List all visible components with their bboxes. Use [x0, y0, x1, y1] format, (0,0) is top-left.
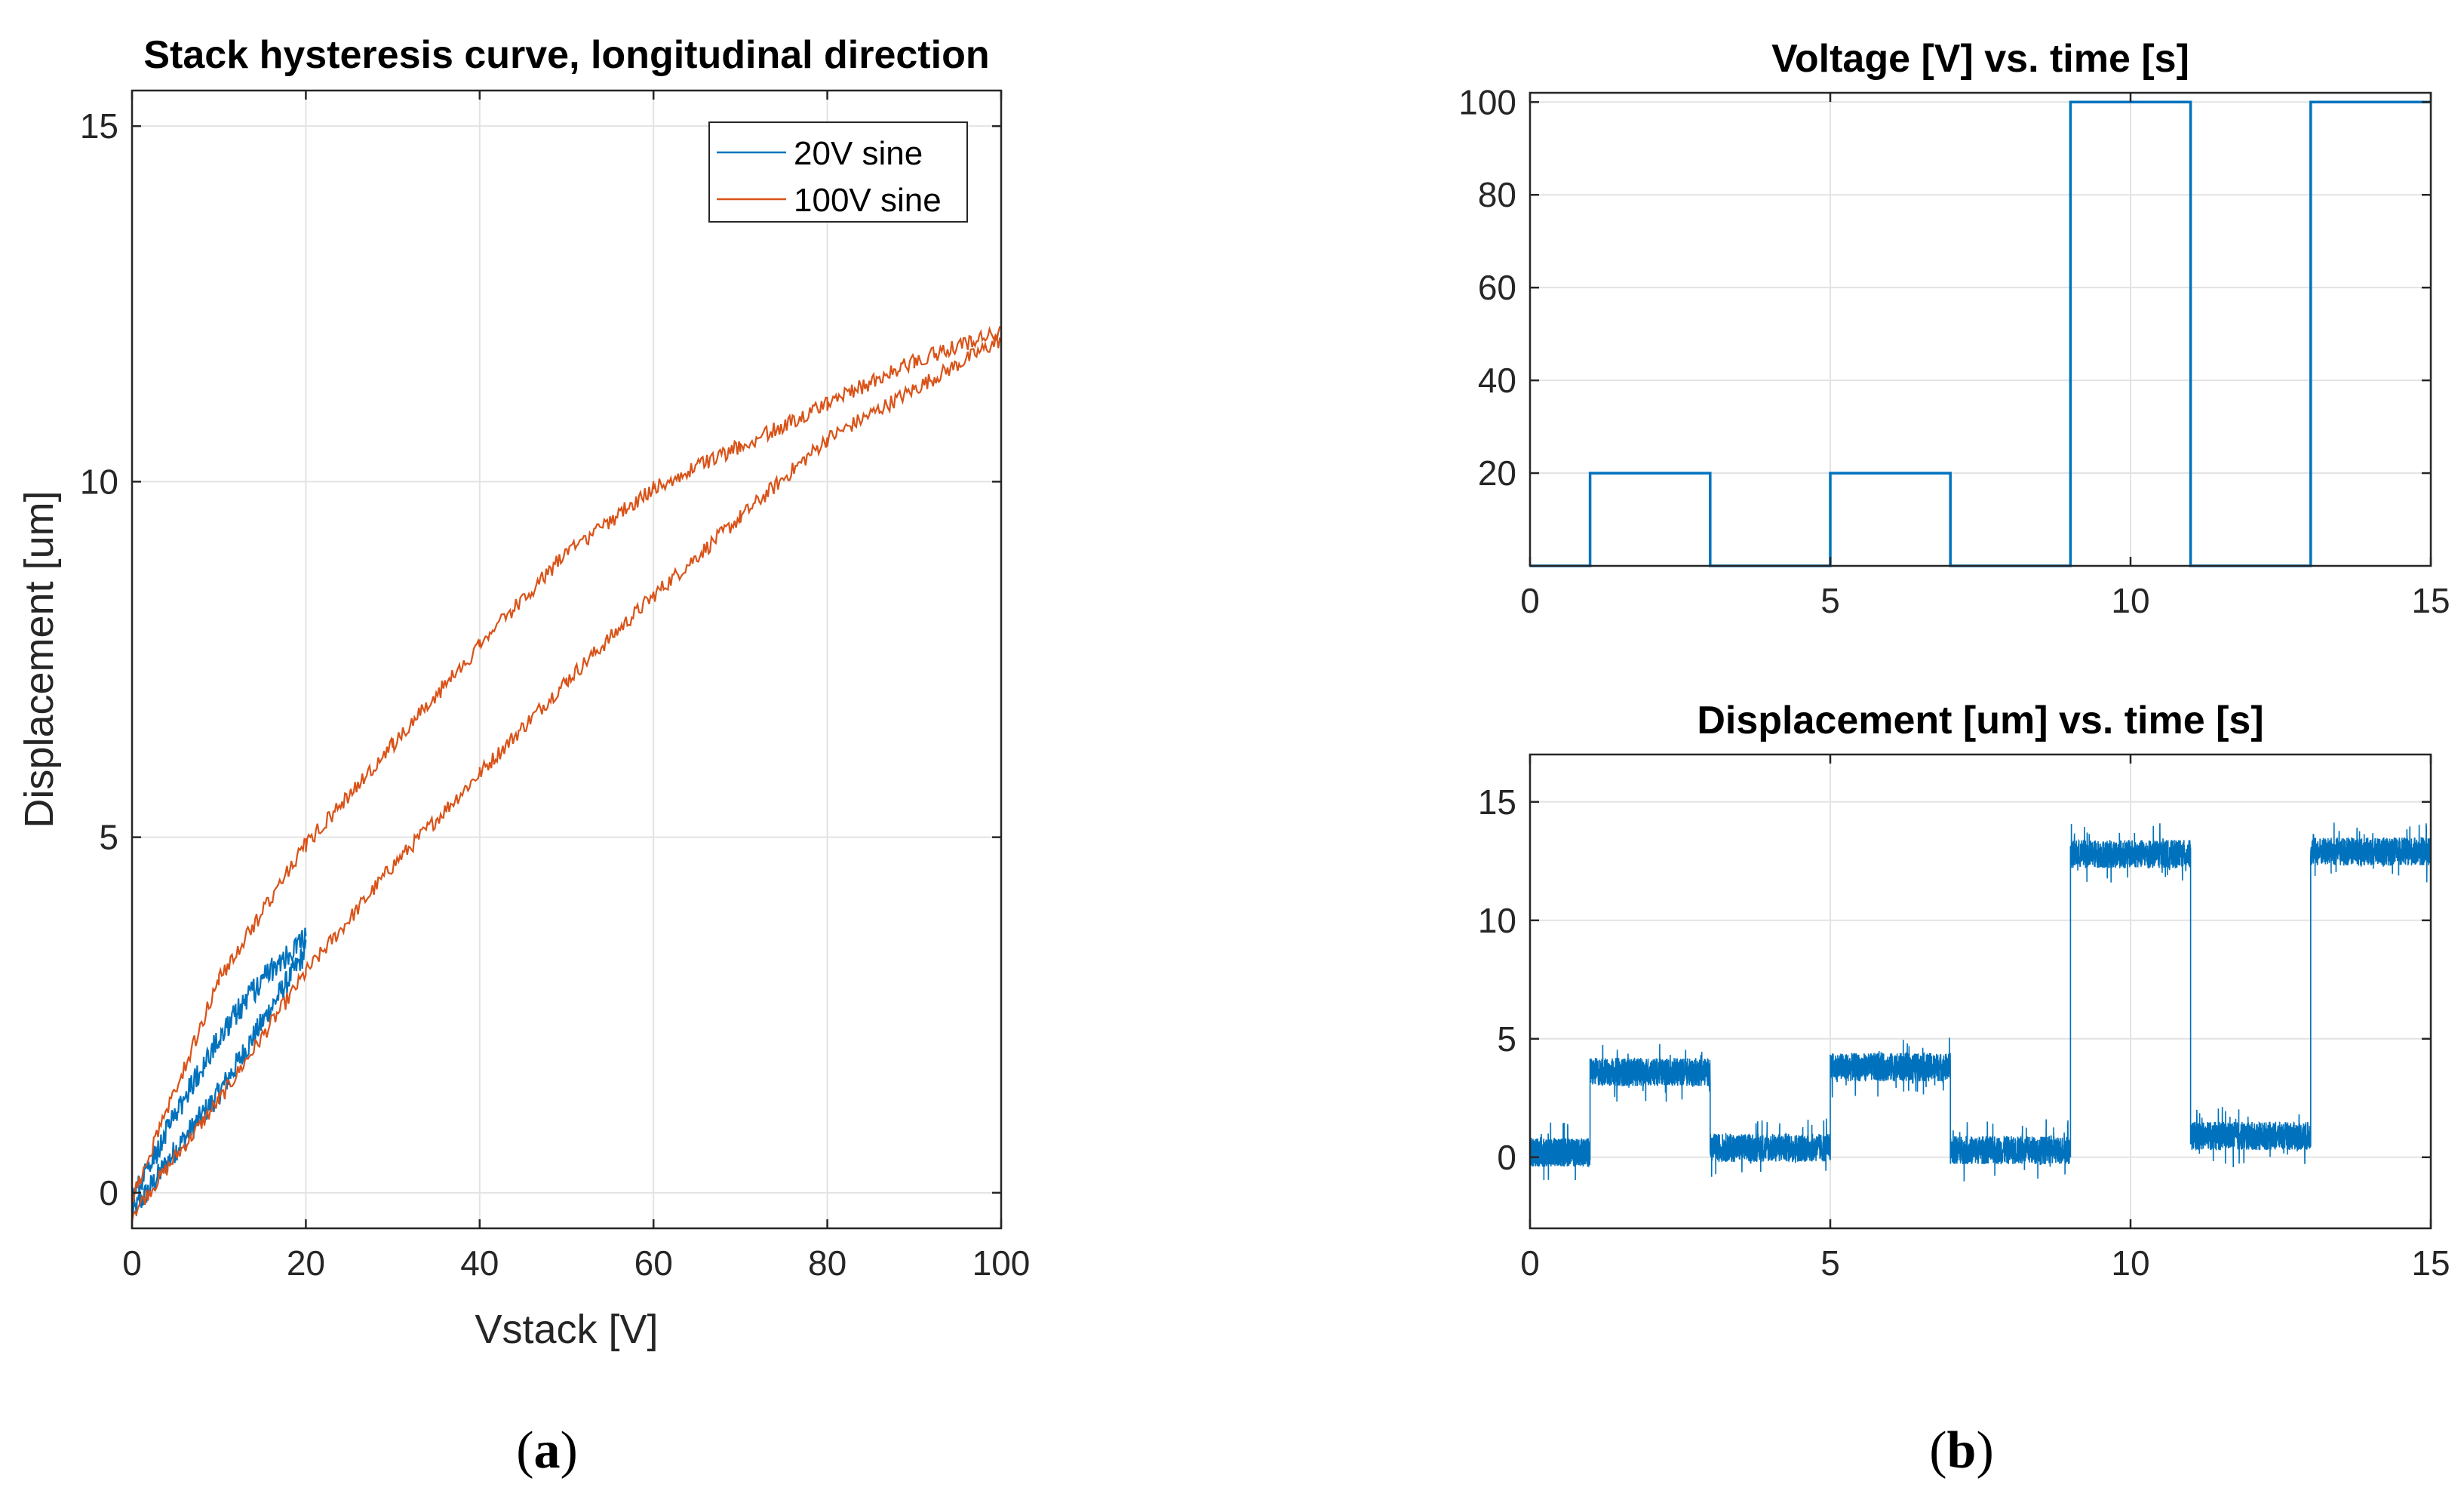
y-tick-label: 80 [1478, 175, 1516, 214]
axes-frame [1528, 753, 2432, 1230]
x-tick-label: 15 [2411, 1243, 2450, 1283]
y-tick-label: 15 [80, 106, 118, 146]
x-tick-label: 20 [287, 1243, 325, 1283]
x-tick-label: 80 [808, 1243, 846, 1283]
y-tick-label: 5 [1497, 1019, 1516, 1059]
y-tick-label: 100 [1458, 82, 1516, 121]
series-line-20v-rising [131, 939, 307, 1219]
plot-area [132, 91, 1001, 1228]
y-tick-label: 40 [1478, 361, 1516, 400]
y-axis-label: Displacement [um] [17, 490, 62, 828]
plot-area [1530, 93, 2431, 566]
x-tick-label: 15 [2411, 581, 2450, 620]
x-tick-label: 5 [1820, 581, 1840, 620]
legend-label-100v: 100V sine [794, 182, 942, 219]
panel-label-a-letter: a [534, 1421, 561, 1480]
panel-label-a: (a) [516, 1421, 578, 1480]
y-tick-label: 10 [1478, 901, 1516, 940]
x-tick-label: 10 [2111, 581, 2149, 620]
x-tick-label: 40 [460, 1243, 499, 1283]
x-tick-label: 0 [1520, 1243, 1540, 1283]
x-tick-label: 100 [972, 1243, 1031, 1283]
legend-label-20v: 20V sine [794, 135, 923, 172]
hysteresis-plot: 0 20 40 60 80 100 0 5 10 15 Stack hysteresis curve… [17, 33, 1030, 1352]
axes-frame [131, 89, 1003, 1230]
x-axis-label: Vstack [V] [475, 1307, 658, 1352]
y-tick-label: 10 [80, 462, 118, 501]
series-line-20v-falling [131, 927, 307, 1209]
axes-frame [1528, 91, 2432, 567]
y-tick-label: 60 [1478, 268, 1516, 307]
x-tick-label: 0 [122, 1243, 142, 1283]
y-tick-label: 15 [1478, 782, 1516, 822]
panel-label-b: (b) [1929, 1421, 1994, 1480]
panel-label-b-letter: b [1947, 1421, 1977, 1480]
x-tick-label: 5 [1820, 1243, 1840, 1283]
y-tick-label: 20 [1478, 453, 1516, 493]
legend-box [708, 121, 968, 223]
x-tick-label: 0 [1520, 581, 1540, 620]
series-line-100v-rising [131, 333, 1002, 1222]
chart-title: Stack hysteresis curve, longitudinal dir… [143, 33, 989, 77]
chart-title: Voltage [V] vs. time [s] [1771, 37, 2189, 81]
x-tick-label: 10 [2111, 1243, 2149, 1283]
displacement-series-line [1529, 822, 2432, 1182]
displacement-plot: 0 5 10 15 0 5 10 15 Displacement [um] vs. time [… [1478, 699, 2450, 1283]
y-tick-label: 0 [1497, 1138, 1516, 1177]
chart-title: Displacement [um] vs. time [s] [1697, 699, 2263, 742]
series-line-100v-falling [131, 325, 1002, 1202]
legend: 20V sine 100V sine [708, 121, 968, 223]
x-tick-label: 60 [634, 1243, 673, 1283]
y-tick-label: 5 [99, 818, 118, 857]
voltage-plot: 0 5 10 15 20 40 60 80 100 Voltage [V] vs. time [s… [1458, 37, 2450, 620]
y-tick-label: 0 [99, 1173, 118, 1212]
